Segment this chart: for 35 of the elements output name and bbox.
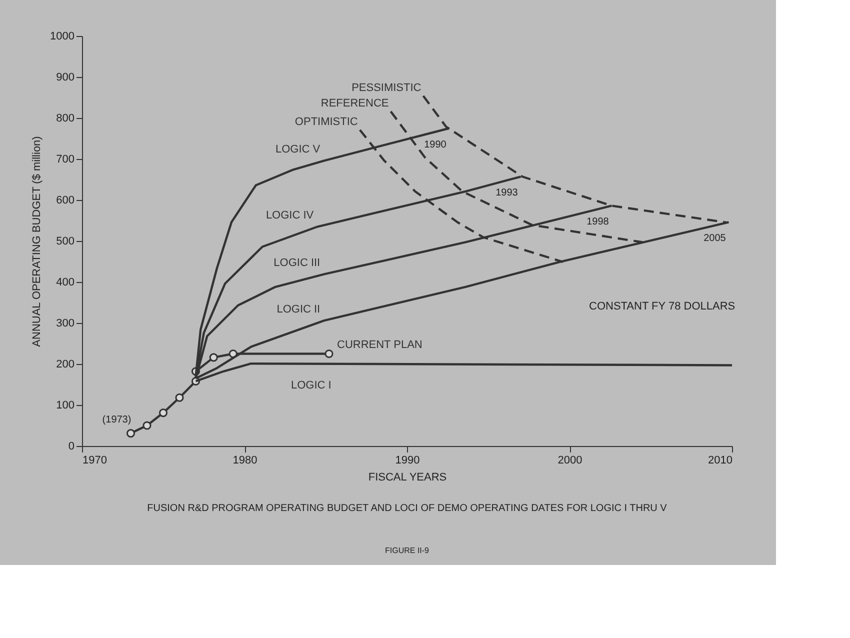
y-tick-label: 600 [56,194,74,206]
annotation: 2005 [704,233,726,244]
annotation: CONSTANT FY 78 DOLLARS [589,300,736,313]
y-tick-label: 500 [56,236,74,248]
annotation: 1998 [586,216,610,228]
y-tick-label: 400 [56,276,74,288]
annotation: 1990 [424,139,447,150]
annotation: (1973) [102,414,132,426]
y-tick-label: 300 [56,318,74,330]
y-tick-label: 200 [56,358,74,370]
series-label: LOGIC I [291,380,332,392]
y-tick-label: 1000 [50,30,74,42]
x-tick-label: 1990 [395,454,420,466]
x-axis-title: FISCAL YEARS [368,472,447,484]
series-label: LOGIC V [276,144,321,156]
x-tick-label: 1980 [232,454,258,466]
y-tick-label: 800 [56,112,74,124]
series-label: OPTIMISTIC [294,116,358,128]
y-axis-title: ANNUAL OPERATING BUDGET ($ million) [31,136,44,347]
series-label: LOGIC IV [266,210,314,222]
x-tick-label: 2000 [558,454,582,466]
y-tick-label: 0 [68,440,74,452]
series-label: CURRENT PLAN [337,338,422,351]
series-label: LOGIC II [276,304,320,316]
series-label: PESSIMISTIC [352,82,422,94]
annotation: 1993 [496,188,518,199]
y-tick-label: 900 [56,72,74,84]
text: FIGURE II-9 [384,546,430,555]
y-tick-label: 700 [56,154,74,166]
series-label: REFERENCE [320,97,389,110]
text: FUSION R&D PROGRAM OPERATING BUDGET AND LOCI OF DEMO OPERATING DATES FOR LOGIC I THRU V [147,503,668,514]
y-tick-label: 100 [56,400,74,412]
x-tick-label: 2010 [708,454,732,466]
x-tick-label: 1970 [82,454,107,466]
series-label: LOGIC III [274,257,320,270]
